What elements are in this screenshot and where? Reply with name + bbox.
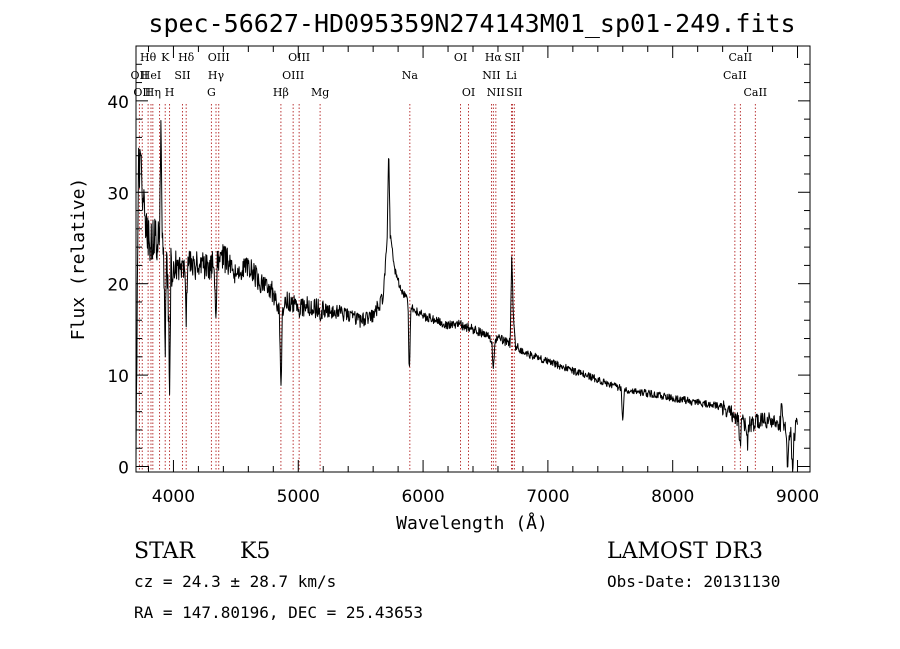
line-marker-label-27: CaII xyxy=(729,51,753,64)
x-tick-label-4: 8000 xyxy=(651,487,694,507)
line-marker-label-14: OIII xyxy=(282,69,304,82)
plot-frame xyxy=(135,45,811,473)
line-marker-label-18: OI xyxy=(454,51,467,64)
y-tick-label-4: 40 xyxy=(107,93,129,113)
line-marker-label-20: NII xyxy=(482,69,500,82)
y-tick-label-0: 0 xyxy=(118,459,129,479)
emission-line-labels: OII OII Hθ HeI Hη K H SII Hδ G Hγ OIII Hβ OIII OIII Mg N… xyxy=(131,51,768,99)
redshift-velocity: cz = 24.3 ± 28.7 km/s xyxy=(134,572,337,591)
chart-title: spec-56627-HD095359N274143M01_sp01-249.f… xyxy=(148,9,795,38)
line-marker-label-4: Hη xyxy=(145,86,161,99)
emission-line-markers xyxy=(138,104,756,472)
line-marker-label-25: SII xyxy=(506,86,522,99)
line-marker-label-26: CaII xyxy=(723,69,747,82)
axis-ticks xyxy=(136,46,810,472)
object-class: STAR xyxy=(134,539,195,564)
object-subclass: K5 xyxy=(240,539,271,564)
x-tick-label-0: 4000 xyxy=(152,487,195,507)
line-marker-label-22: NII xyxy=(487,86,505,99)
line-marker-label-10: G xyxy=(207,86,216,99)
line-marker-label-15: OIII xyxy=(288,51,310,64)
line-marker-label-19: OI xyxy=(462,86,475,99)
coordinates: RA = 147.80196, DEC = 25.43653 xyxy=(134,603,423,622)
y-tick-label-1: 10 xyxy=(107,367,129,387)
line-marker-label-23: Li xyxy=(506,69,517,82)
x-axis-label: Wavelength (Å) xyxy=(396,512,548,534)
y-axis-label: Flux (relative) xyxy=(68,178,89,341)
line-marker-label-16: Mg xyxy=(311,86,329,99)
line-marker-label-12: OIII xyxy=(208,51,230,64)
survey-name: LAMOST DR3 xyxy=(607,539,763,564)
y-tick-label-2: 20 xyxy=(107,276,129,296)
x-tick-label-5: 9000 xyxy=(776,487,819,507)
line-marker-label-9: Hδ xyxy=(178,51,195,64)
line-marker-label-3: HeI xyxy=(141,69,161,82)
line-marker-label-6: K xyxy=(161,51,170,64)
line-marker-label-13: Hβ xyxy=(273,86,289,99)
spectrum-line xyxy=(135,120,798,473)
line-marker-label-2: Hθ xyxy=(140,51,157,64)
y-tick-label-3: 30 xyxy=(107,184,129,204)
observation-date: Obs-Date: 20131130 xyxy=(607,572,781,591)
spectrum-chart: spec-56627-HD095359N274143M01_sp01-249.f… xyxy=(68,9,819,534)
x-tick-label-1: 5000 xyxy=(277,487,320,507)
line-marker-label-17: Na xyxy=(402,69,419,82)
line-marker-label-1: OII xyxy=(133,86,151,99)
line-marker-label-7: H xyxy=(165,86,175,99)
axis-tick-labels: 4000 5000 6000 7000 8000 9000 0 10 20 30 40 xyxy=(107,93,819,507)
line-marker-label-11: Hγ xyxy=(208,69,225,82)
line-marker-label-21: Hα xyxy=(485,51,503,64)
line-marker-label-8: SII xyxy=(174,69,190,82)
line-marker-label-0: OII xyxy=(131,69,149,82)
line-marker-label-24: SII xyxy=(504,51,520,64)
x-tick-label-3: 7000 xyxy=(526,487,569,507)
line-marker-label-28: CaII xyxy=(743,86,767,99)
x-tick-label-2: 6000 xyxy=(401,487,444,507)
